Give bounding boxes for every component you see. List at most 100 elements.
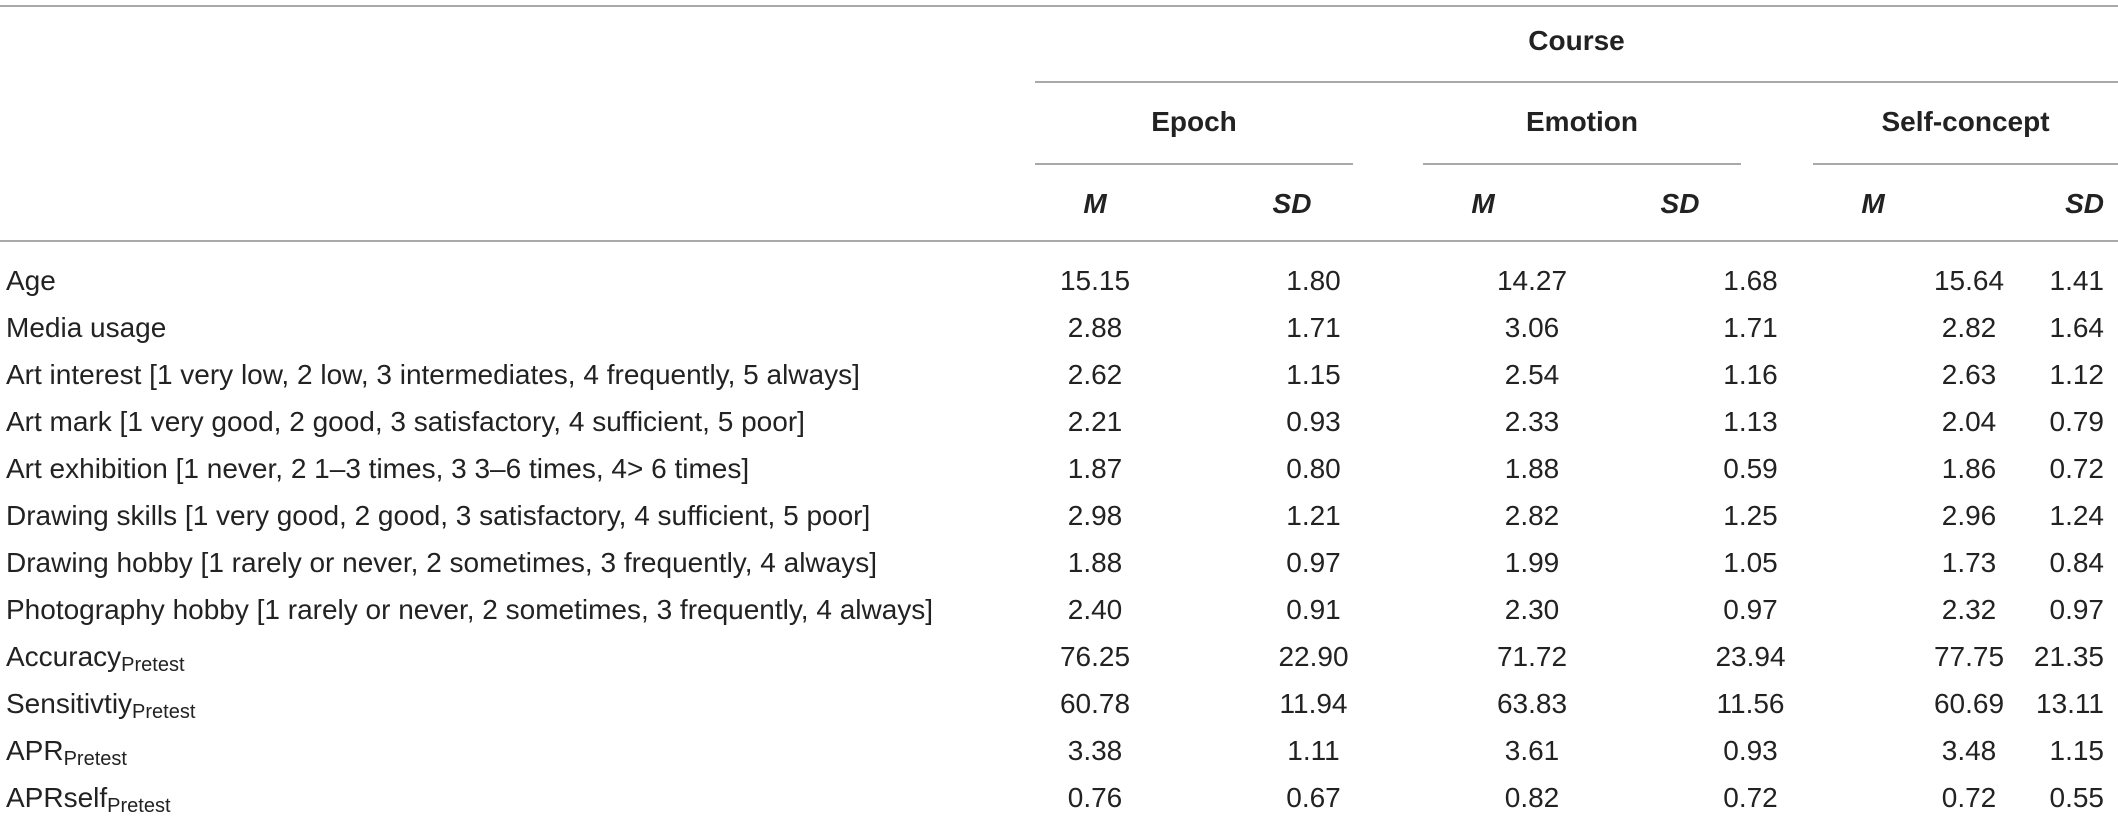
- mean-cell: 60.78: [1059, 687, 1131, 719]
- mean-cell: 2.88: [1067, 311, 1123, 343]
- mean-cell: 2.82: [1504, 499, 1560, 531]
- header-bottom-rule: [0, 240, 2118, 242]
- row-label: Art mark [1 very good, 2 good, 3 satisfa…: [0, 398, 1035, 445]
- table-row: Art interest [1 very low, 2 low, 3 inter…: [0, 351, 2118, 398]
- row-label-text: Sensitivtiy: [6, 687, 133, 719]
- mean-cell: 2.40: [1067, 593, 1123, 625]
- sd-cell: 1.13: [1723, 405, 1778, 437]
- emotion-rule: [1423, 163, 1741, 165]
- sd-cell: 0.79: [2049, 405, 2105, 437]
- sd-cell: 11.94: [1279, 687, 1348, 719]
- stat-header-sd: SD: [1660, 188, 1700, 219]
- table-row: Drawing skills [1 very good, 2 good, 3 s…: [0, 492, 2118, 539]
- row-label: Drawing skills [1 very good, 2 good, 3 s…: [0, 492, 1035, 539]
- condition-header-self-concept: Self-concept: [1881, 106, 2050, 137]
- mean-cell: 1.88: [1504, 452, 1560, 484]
- sd-cell: 0.97: [1286, 546, 1341, 578]
- sd-cell: 1.21: [1286, 499, 1341, 531]
- table-row: Drawing hobby [1 rarely or never, 2 some…: [0, 539, 2118, 586]
- mean-cell: 3.61: [1504, 734, 1560, 766]
- row-label-text: Drawing hobby [1 rarely or never, 2 some…: [6, 546, 877, 578]
- sd-cell: 1.68: [1723, 264, 1778, 296]
- mean-cell: 3.06: [1504, 311, 1560, 343]
- mean-cell: 15.15: [1059, 264, 1131, 296]
- sd-cell: 13.11: [2036, 687, 2104, 719]
- row-label-text: Accuracy: [6, 640, 122, 672]
- stat-header-m: M: [1083, 188, 1107, 219]
- sd-cell: 23.94: [1715, 640, 1786, 672]
- sd-cell: 1.16: [1723, 358, 1778, 390]
- mean-cell: 2.54: [1504, 358, 1560, 390]
- row-label-text: Media usage: [6, 311, 167, 343]
- sd-cell: 0.91: [1286, 593, 1341, 625]
- row-label-text: Art interest [1 very low, 2 low, 3 inter…: [6, 358, 860, 390]
- mean-cell: 77.75: [1933, 640, 2005, 672]
- mean-cell: 2.30: [1504, 593, 1560, 625]
- row-label-subscript: Pretest: [132, 700, 196, 723]
- row-label-subscript: Pretest: [107, 794, 171, 817]
- row-label: SensitivtiyPretest: [0, 680, 1035, 727]
- mean-cell: 3.48: [1941, 734, 1997, 766]
- mean-cell: 63.83: [1496, 687, 1568, 719]
- mean-cell: 2.33: [1504, 405, 1560, 437]
- table-row: SensitivtiyPretest 60.78 11.94 63.83 11.56 60…: [0, 680, 2118, 727]
- sd-cell: 0.67: [1286, 781, 1341, 813]
- sd-cell: 0.93: [1286, 405, 1341, 437]
- row-label: AccuracyPretest: [0, 633, 1035, 680]
- mean-cell: 2.98: [1067, 499, 1123, 531]
- sd-cell: 0.97: [1723, 593, 1778, 625]
- sd-cell: 1.24: [2049, 499, 2105, 531]
- row-label-text: Age: [6, 264, 56, 296]
- sd-cell: 1.15: [1286, 358, 1341, 390]
- mean-cell: 1.88: [1067, 546, 1123, 578]
- row-label-text: APRself: [6, 781, 108, 813]
- mean-cell: 1.73: [1941, 546, 1997, 578]
- row-label: Age: [0, 257, 1035, 304]
- mean-cell: 71.72: [1496, 640, 1568, 672]
- sd-cell: 1.71: [1723, 311, 1778, 343]
- mean-cell: 2.96: [1941, 499, 1997, 531]
- stat-header-m: M: [1861, 188, 1885, 219]
- stat-header-sd: SD: [2065, 188, 2104, 219]
- sd-cell: 0.93: [1723, 734, 1778, 766]
- table-row: Media usage 2.88 1.71 3.06 1.71 2.82 1.64: [0, 304, 2118, 351]
- mean-cell: 2.04: [1941, 405, 1997, 437]
- self-concept-rule: [1813, 163, 2118, 165]
- mean-cell: 1.99: [1504, 546, 1560, 578]
- mean-cell: 2.63: [1941, 358, 1997, 390]
- sd-cell: 1.12: [2049, 358, 2105, 390]
- mean-cell: 2.62: [1067, 358, 1123, 390]
- row-label-subscript: Pretest: [121, 653, 185, 676]
- sd-cell: 0.97: [2049, 593, 2105, 625]
- mean-cell: 0.72: [1941, 781, 1997, 813]
- sd-cell: 0.72: [2049, 452, 2105, 484]
- row-label-text: Photography hobby [1 rarely or never, 2 …: [6, 593, 934, 625]
- sd-cell: 0.59: [1723, 452, 1778, 484]
- mean-cell: 76.25: [1059, 640, 1131, 672]
- mean-cell: 14.27: [1496, 264, 1568, 296]
- table-row: Age 15.15 1.80 14.27 1.68 15.64 1.41: [0, 257, 2118, 304]
- sd-cell: 1.15: [2049, 734, 2105, 766]
- top-rule: [0, 5, 2118, 7]
- sd-cell: 0.80: [1286, 452, 1341, 484]
- course-rule: [1035, 81, 2118, 83]
- sd-cell: 11.56: [1716, 687, 1785, 719]
- data-table: Age 15.15 1.80 14.27 1.68 15.64 1.41 Media usag…: [0, 257, 2118, 821]
- row-label: Photography hobby [1 rarely or never, 2 …: [0, 586, 1035, 633]
- mean-cell: 1.87: [1067, 452, 1123, 484]
- sd-cell: 1.71: [1286, 311, 1341, 343]
- row-label: Art exhibition [1 never, 2 1–3 times, 3 …: [0, 445, 1035, 492]
- sd-cell: 1.80: [1286, 264, 1341, 296]
- sd-cell: 21.35: [2033, 640, 2104, 672]
- row-label-subscript: Pretest: [63, 747, 127, 770]
- row-label-text: Art mark [1 very good, 2 good, 3 satisfa…: [6, 405, 805, 437]
- row-label-text: APR: [6, 734, 64, 766]
- row-label: APRPretest: [0, 727, 1035, 774]
- sd-cell: 1.41: [2049, 264, 2105, 296]
- mean-cell: 2.21: [1067, 405, 1123, 437]
- sd-cell: 1.11: [1287, 734, 1340, 766]
- stat-header-m: M: [1471, 188, 1495, 219]
- mean-cell: 60.69: [1933, 687, 2005, 719]
- mean-cell: 1.86: [1941, 452, 1997, 484]
- mean-cell: 0.76: [1067, 781, 1123, 813]
